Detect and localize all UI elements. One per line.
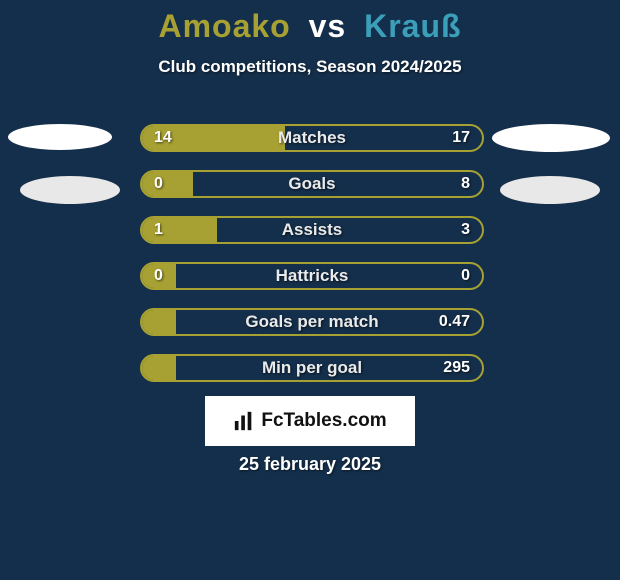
- logo-box: FcTables.com: [205, 396, 415, 446]
- stat-label: Goals: [142, 172, 482, 196]
- title: Amoako vs Krauß: [0, 0, 620, 45]
- bars-icon: [233, 410, 255, 432]
- subtitle: Club competitions, Season 2024/2025: [0, 57, 620, 77]
- logo-text: FcTables.com: [261, 410, 386, 432]
- stat-row: 13Assists: [140, 216, 484, 244]
- player2-badge-1: [492, 124, 610, 152]
- vs-text: vs: [309, 8, 347, 44]
- stat-rows: 1417Matches 08Goals 13Assists 00Hattricks 0.…: [140, 124, 484, 400]
- stat-row: 1417Matches: [140, 124, 484, 152]
- date-text: 25 february 2025: [0, 454, 620, 475]
- stat-row: 295Min per goal: [140, 354, 484, 382]
- player1-name: Amoako: [158, 8, 290, 44]
- stat-label: Min per goal: [142, 356, 482, 380]
- stat-label: Assists: [142, 218, 482, 242]
- stat-row: 08Goals: [140, 170, 484, 198]
- player1-badge-1: [8, 124, 112, 150]
- player2-badge-2: [500, 176, 600, 204]
- stat-label: Hattricks: [142, 264, 482, 288]
- player1-badge-2: [20, 176, 120, 204]
- comparison-card: Amoako vs Krauß Club competitions, Seaso…: [0, 0, 620, 580]
- stat-row: 00Hattricks: [140, 262, 484, 290]
- player2-name: Krauß: [364, 8, 461, 44]
- stat-row: 0.47Goals per match: [140, 308, 484, 336]
- stat-label: Goals per match: [142, 310, 482, 334]
- stat-label: Matches: [142, 126, 482, 150]
